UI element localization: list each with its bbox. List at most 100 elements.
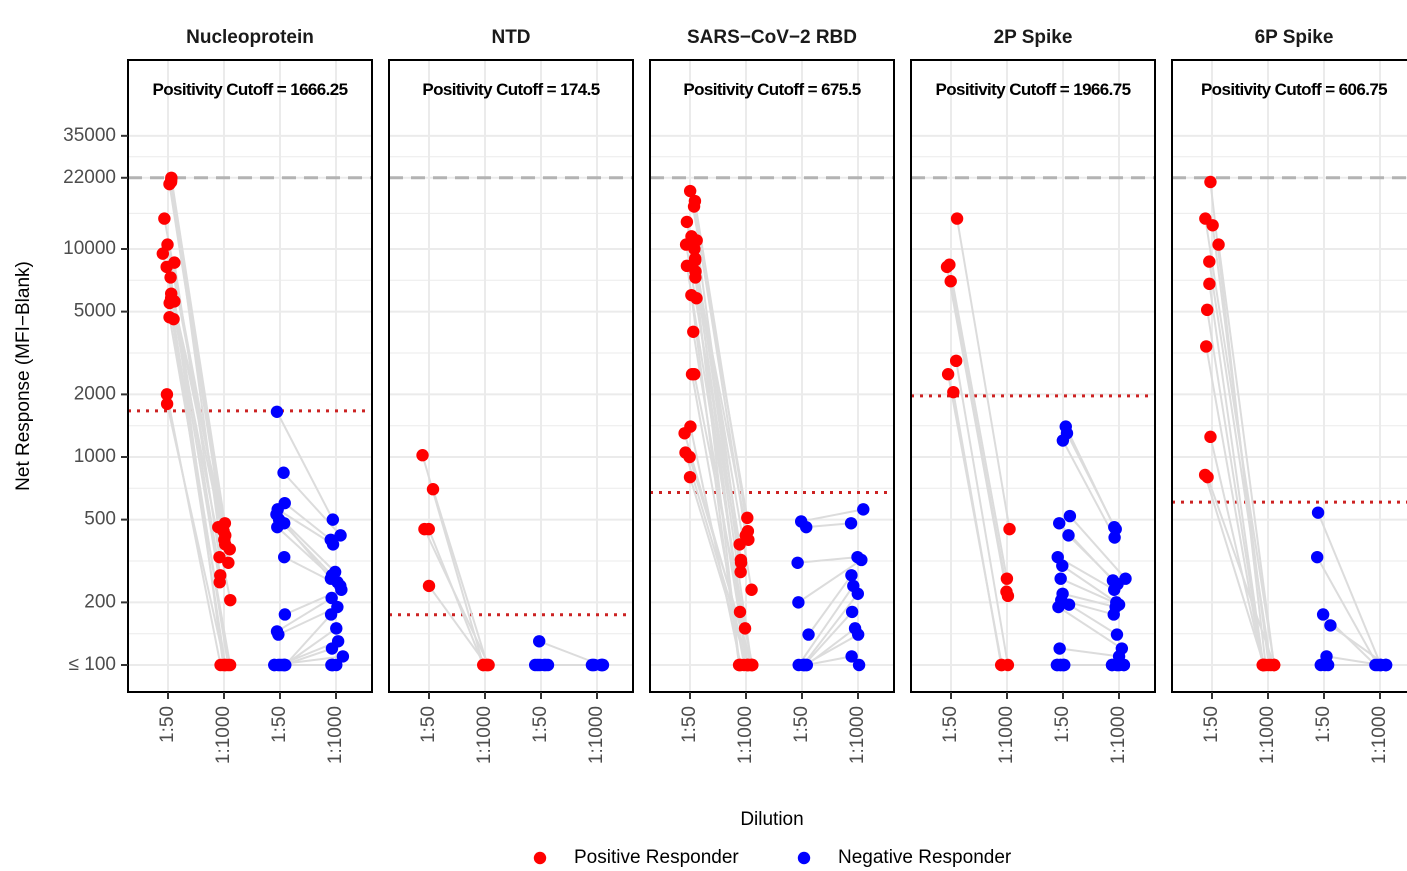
connector-line <box>284 502 332 541</box>
negative-point <box>1056 434 1070 447</box>
negative-point <box>1110 628 1124 641</box>
positive-point <box>950 212 964 225</box>
connector-line <box>1066 432 1117 530</box>
negative-point <box>845 569 858 582</box>
positive-point <box>688 368 701 381</box>
negative-point <box>1058 658 1071 672</box>
positive-point <box>734 565 747 579</box>
connector-line <box>684 452 750 666</box>
positive-point <box>156 247 170 260</box>
positive-point <box>418 522 431 536</box>
data-points <box>1198 175 1393 672</box>
negative-point <box>271 520 284 534</box>
connector-line <box>1061 564 1117 604</box>
positive-point <box>218 658 232 672</box>
connector-line <box>1204 474 1265 666</box>
data-points <box>678 184 870 672</box>
y-tick-label: 5000 <box>74 301 116 322</box>
positive-point <box>738 622 752 635</box>
negative-point <box>1056 559 1069 572</box>
connector-line <box>689 476 749 666</box>
negative-point <box>792 596 805 609</box>
negative-point <box>1053 517 1066 530</box>
negative-point <box>324 608 338 621</box>
positive-point <box>1204 175 1217 189</box>
negative-point <box>1310 550 1324 564</box>
positive-point <box>687 200 701 213</box>
connector-line <box>1060 577 1120 606</box>
negative-point <box>851 628 865 641</box>
positive-point <box>1267 658 1281 672</box>
connector-lines <box>946 218 1127 666</box>
positive-point <box>422 579 436 593</box>
negative-point <box>335 583 348 596</box>
positive-point <box>683 450 696 464</box>
negative-point <box>855 553 868 567</box>
negative-point <box>325 642 339 655</box>
connector-lines <box>161 177 344 666</box>
connector-line <box>276 411 334 521</box>
panel-2: NTD Positivity Cutoff = 174.5 1:50 1:1000 1:… <box>388 27 634 764</box>
positive-point <box>683 184 697 198</box>
positive-point <box>947 385 960 399</box>
negative-point <box>1311 506 1325 519</box>
x-tick-label: 1:1000 <box>1369 706 1390 764</box>
panel-title: SARS−CoV−2 RBD <box>687 27 857 48</box>
negative-point <box>802 628 815 641</box>
connector-line <box>1316 556 1379 666</box>
negative-point <box>277 466 290 479</box>
positive-point <box>733 538 746 551</box>
positive-point <box>994 658 1008 672</box>
connector-line <box>170 177 226 524</box>
negative-point <box>326 538 340 551</box>
positive-point <box>944 275 957 288</box>
negative-point <box>1062 598 1076 611</box>
positive-point <box>213 550 226 564</box>
y-tick-label: 35000 <box>63 125 116 146</box>
connector-line <box>956 218 1011 530</box>
positive-point <box>160 260 173 274</box>
connector-line <box>952 391 1003 666</box>
positive-point <box>168 295 181 308</box>
positive-point <box>941 368 955 381</box>
connector-line <box>802 593 859 666</box>
panel-title: Nucleoprotein <box>186 27 314 48</box>
positive-point <box>1206 219 1219 232</box>
positive-point <box>683 470 697 484</box>
data-points <box>156 171 350 672</box>
connector-line <box>428 585 488 666</box>
negative-point <box>800 658 813 672</box>
positive-point <box>1200 303 1214 317</box>
positive-point <box>678 427 691 440</box>
positive-point <box>741 511 754 525</box>
positive-point <box>160 397 174 411</box>
connector-line <box>168 184 225 532</box>
x-tick-label: 1:50 <box>530 706 551 743</box>
connector-line <box>797 556 858 564</box>
panel-border <box>910 59 1156 693</box>
x-tick-label: 1:50 <box>1201 706 1222 743</box>
x-tick-label: 1:1000 <box>735 706 756 764</box>
connector-line <box>955 360 1009 666</box>
legend-marker <box>797 851 811 865</box>
legend: Positive Responder Negative Responder <box>533 847 1012 868</box>
connector-line <box>284 613 332 666</box>
negative-point <box>1063 509 1077 523</box>
x-tick-label: 1:1000 <box>213 706 234 764</box>
negative-point <box>541 658 555 672</box>
connector-line <box>276 597 333 633</box>
x-tick-label: 1:50 <box>418 706 439 743</box>
positive-point <box>1204 430 1217 444</box>
positive-point <box>688 242 701 256</box>
connector-line <box>1057 606 1123 650</box>
positive-point <box>224 593 237 607</box>
x-tick-label: 1:1000 <box>996 706 1017 764</box>
connector-line <box>1317 512 1382 666</box>
y-tick-label: 500 <box>84 509 116 530</box>
panel-title: NTD <box>491 27 530 48</box>
connector-line <box>423 528 490 666</box>
x-tick-label: 1:50 <box>1313 706 1334 743</box>
connector-line <box>277 508 334 546</box>
positive-point <box>1257 658 1271 672</box>
